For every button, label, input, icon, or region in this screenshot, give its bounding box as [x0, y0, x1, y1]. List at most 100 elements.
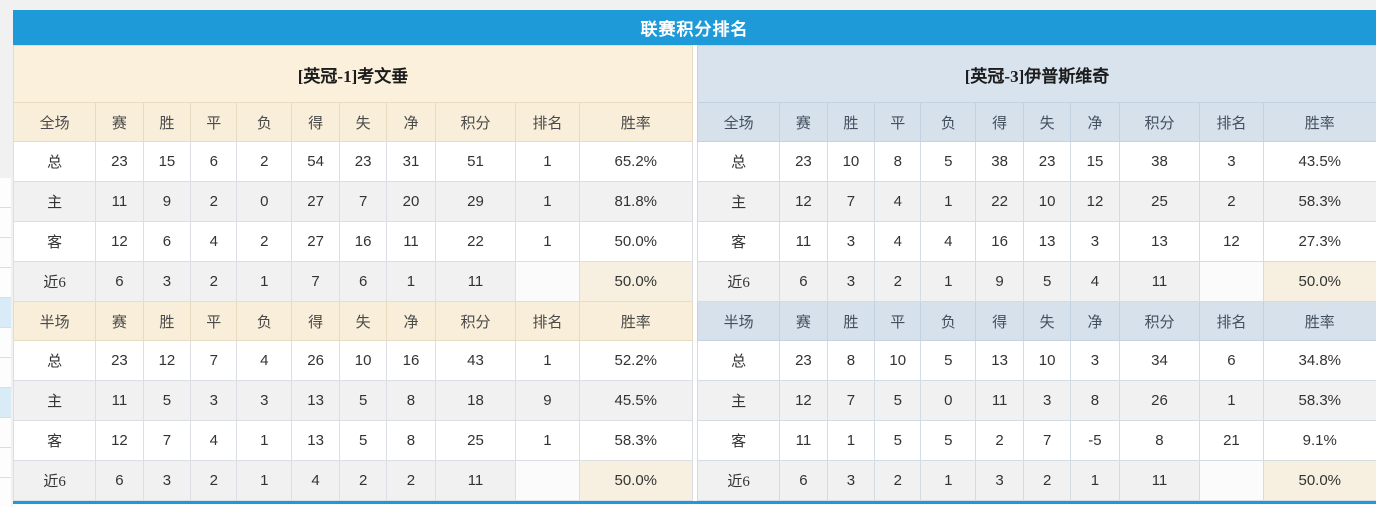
stat-value: 10: [1022, 181, 1072, 222]
stat-value: 8: [386, 380, 436, 421]
winrate-value: 45.5%: [578, 380, 694, 421]
stat-value: 1: [920, 460, 977, 501]
background-panel-cell: [0, 298, 11, 328]
background-panel-cell: [0, 358, 11, 388]
winrate-value: 50.0%: [1262, 460, 1376, 501]
stat-value: 6: [95, 261, 144, 302]
row-label: 近6: [696, 261, 781, 302]
column-header: 胜: [142, 102, 192, 142]
stats-row: 近6 6 3 2 1 9 5 4 11 50.0%: [696, 261, 1376, 302]
background-panel-cell: [0, 328, 11, 358]
stat-value: 4: [190, 221, 238, 262]
stat-value: 6: [338, 261, 388, 302]
stat-value: 22: [975, 181, 1024, 222]
stat-value: 26: [291, 340, 340, 381]
stat-value: 8: [1070, 380, 1120, 421]
points-value: 26: [1118, 380, 1201, 421]
column-header: 赛: [779, 102, 828, 142]
background-panel-fragment: [0, 178, 11, 507]
stat-value: 16: [338, 221, 388, 262]
row-label: 总: [696, 340, 781, 381]
stats-row: 主 11 9 2 0 27 7 20 29 1 81.8%: [12, 181, 694, 222]
points-value: 8: [1118, 420, 1201, 461]
stat-value: 5: [874, 380, 922, 421]
stat-value: 23: [1022, 141, 1072, 182]
winrate-value: 50.0%: [578, 460, 694, 501]
rank-value: [515, 460, 580, 501]
points-value: 25: [1118, 181, 1201, 222]
row-label: 总: [12, 141, 97, 182]
stat-value: 54: [291, 141, 340, 182]
column-header: 失: [1022, 301, 1072, 341]
stat-value: 4: [920, 221, 977, 262]
column-header: 胜率: [1262, 301, 1376, 341]
page-background-top: [0, 0, 1376, 10]
stat-value: 13: [291, 380, 340, 421]
stat-value: 3: [826, 221, 876, 262]
rank-value: 1: [515, 340, 580, 381]
stat-value: 23: [779, 141, 828, 182]
stat-value: 5: [338, 380, 388, 421]
column-header: 积分: [1118, 102, 1201, 142]
background-panel-cell: [0, 448, 11, 478]
stat-value: 2: [1022, 460, 1072, 501]
stat-value: 6: [779, 460, 828, 501]
column-header: 平: [190, 301, 238, 341]
stat-value: 1: [236, 460, 293, 501]
stat-value: 11: [95, 181, 144, 222]
stat-value: 2: [190, 261, 238, 302]
stat-value: 2: [338, 460, 388, 501]
column-header: 排名: [1199, 102, 1264, 142]
stat-value: 12: [1070, 181, 1120, 222]
column-header: 负: [920, 301, 977, 341]
stat-value: 1: [386, 261, 436, 302]
stat-value: 5: [920, 340, 977, 381]
points-value: 51: [434, 141, 517, 182]
winrate-value: 58.3%: [1262, 380, 1376, 421]
points-value: 11: [1118, 261, 1201, 302]
stat-value: 5: [338, 420, 388, 461]
points-value: 11: [434, 460, 517, 501]
stat-value: 5: [920, 420, 977, 461]
column-header: 胜率: [578, 301, 694, 341]
stat-value: 3: [142, 460, 192, 501]
winrate-value: 52.2%: [578, 340, 694, 381]
column-header: 净: [386, 301, 436, 341]
background-panel-cell: [0, 268, 11, 298]
stat-value: 23: [95, 141, 144, 182]
stat-value: 15: [1070, 141, 1120, 182]
stat-value: 1: [920, 181, 977, 222]
stat-value: 11: [779, 221, 828, 262]
points-value: 38: [1118, 141, 1201, 182]
team-header: [英冠-3]伊普斯维奇: [697, 45, 1376, 103]
stat-value: 4: [1070, 261, 1120, 302]
rank-value: [515, 261, 580, 302]
points-value: 25: [434, 420, 517, 461]
column-header: 全场: [12, 102, 97, 142]
stat-value: 4: [874, 221, 922, 262]
stat-value: 2: [190, 460, 238, 501]
row-label: 主: [12, 181, 97, 222]
stat-value: 12: [779, 380, 828, 421]
stat-value: 13: [291, 420, 340, 461]
points-value: 43: [434, 340, 517, 381]
stat-value: 2: [386, 460, 436, 501]
stat-value: 27: [291, 181, 340, 222]
column-header: 排名: [515, 301, 580, 341]
stat-value: 3: [1070, 221, 1120, 262]
winrate-value: 34.8%: [1262, 340, 1376, 381]
stats-row: 总 23 10 8 5 38 23 15 38 3 43.5%: [696, 141, 1376, 182]
column-header: 赛: [95, 301, 144, 341]
column-header: 胜率: [1262, 102, 1376, 142]
stat-value: 9: [975, 261, 1024, 302]
column-header: 平: [874, 301, 922, 341]
column-header: 胜: [142, 301, 192, 341]
stat-value: 0: [920, 380, 977, 421]
row-label: 客: [696, 221, 781, 262]
title-bar: 联赛积分排名: [13, 10, 1376, 45]
row-label: 主: [12, 380, 97, 421]
rank-value: [1199, 261, 1264, 302]
away-team-stats-table: [英冠-3]伊普斯维奇 全场赛胜平负得失净积分 排名 胜率总 23 10 8 5 38 23 15 3…: [696, 45, 1376, 501]
stat-value: 12: [142, 340, 192, 381]
stat-value: 2: [975, 420, 1024, 461]
